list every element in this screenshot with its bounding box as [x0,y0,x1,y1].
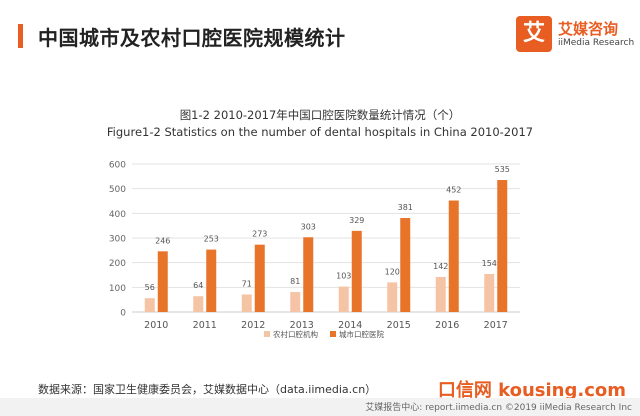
legend-label: 农村口腔机构 [273,329,318,339]
y-tick-label: 500 [109,185,126,195]
bar-rural [144,298,155,312]
y-tick-label: 400 [109,210,126,220]
y-tick-label: 300 [109,235,126,245]
data-label: 81 [290,277,300,286]
logo-mark-icon: 艾 [516,16,552,52]
bar-rural [241,294,252,312]
bar-chart: 0 100 200 300 400 500 600 56 246 2010 64 253 2011 71 2… [109,161,520,339]
data-label: 329 [349,216,364,225]
data-label: 64 [193,281,203,290]
bar-rural [484,274,495,312]
data-label: 120 [385,267,400,276]
data-label: 103 [336,272,351,281]
data-label: 381 [398,203,413,212]
legend-swatch [330,331,336,337]
y-tick-label: 0 [120,309,126,319]
data-label: 154 [482,259,497,268]
data-label: 273 [252,230,267,239]
logo-name-cn: 艾媒咨询 [558,20,619,38]
y-tick-label: 200 [109,259,126,269]
data-label: 56 [145,283,155,292]
data-label: 303 [301,222,316,231]
data-label: 246 [155,236,170,245]
bar-urban [157,251,168,312]
title-accent-bar [18,24,23,48]
page-title: 中国城市及农村口腔医院规模统计 [38,26,346,50]
data-label: 71 [242,279,252,288]
y-tick-label: 600 [109,161,126,171]
x-tick-label: 2010 [144,320,168,331]
bar-urban [448,200,459,312]
y-tick-label: 100 [109,284,126,294]
data-label: 535 [495,165,510,174]
x-tick-label: 2013 [290,320,314,331]
x-tick-label: 2012 [241,320,265,331]
data-source-note: 数据来源：国家卫生健康委员会，艾媒数据中心（data.iimedia.cn） [38,383,377,396]
bar-rural [435,276,446,312]
bar-urban [303,237,314,312]
legend-swatch [264,331,270,337]
x-tick-label: 2015 [387,320,411,331]
x-tick-label: 2014 [338,320,362,331]
chart-title: 图1-2 2010-2017年中国口腔医院数量统计情况（个） [179,108,461,122]
bar-urban [497,180,508,312]
bar-rural [193,296,204,312]
x-tick-label: 2011 [193,320,217,331]
chart-subtitle: Figure1-2 Statistics on the number of de… [106,125,534,139]
bar-rural [387,282,398,312]
data-label: 142 [433,262,448,271]
logo-name-en: iiMedia Research [558,38,635,48]
bar-urban [254,244,265,312]
footer-bar: 艾媒报告中心: report.iimedia.cn ©2019 iiMedia … [0,398,640,416]
bar-urban [206,249,217,312]
x-tick-label: 2016 [435,320,459,331]
copyright-text: 艾媒报告中心: report.iimedia.cn ©2019 iiMedia … [365,403,632,413]
bar-rural [338,286,349,312]
data-label: 253 [204,235,219,244]
bar-rural [290,292,301,312]
iimedia-logo: 艾 艾媒咨询 iiMedia Research [516,16,635,56]
bar-urban [351,230,362,312]
data-label: 452 [446,186,461,195]
bar-urban [400,218,411,312]
legend-label: 城市口腔医院 [339,329,384,339]
watermark: 口信网 kousing.com [437,380,626,401]
x-tick-label: 2017 [484,320,508,331]
